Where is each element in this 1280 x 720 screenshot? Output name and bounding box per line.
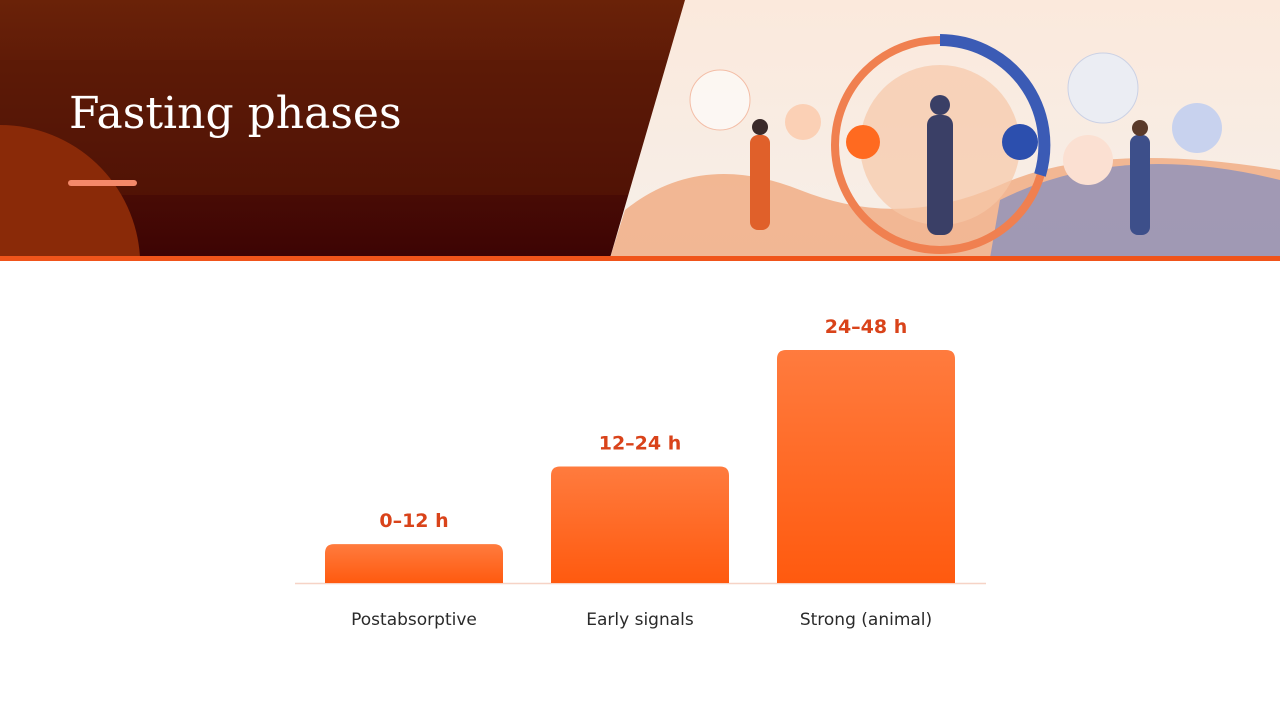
clock-arc (939, 34, 1051, 177)
figure-right-head (1132, 120, 1148, 136)
plot: 0–12 h Postabsorptive 12–24 h Early signals… (325, 316, 955, 630)
figure-left-head (752, 119, 768, 135)
cell (1067, 52, 1139, 124)
cell (689, 69, 751, 131)
title-accent (68, 180, 137, 186)
bar (325, 544, 503, 583)
bar (777, 350, 955, 583)
cell (785, 104, 821, 140)
x-tick-label: Postabsorptive (351, 610, 477, 630)
header: Fasting phases (0, 0, 1280, 261)
figure-head (930, 95, 950, 115)
header-circle (0, 124, 140, 258)
bar-label: 24–48 h (825, 316, 908, 338)
sun (846, 125, 880, 159)
bar-label: 0–12 h (379, 510, 448, 532)
figure-left (750, 135, 770, 230)
cell (1172, 103, 1222, 153)
bar (551, 466, 729, 583)
figure-right (1130, 135, 1150, 235)
header-rule (0, 256, 1280, 261)
x-tick-label: Strong (animal) (800, 610, 932, 630)
header-stripe (0, 60, 700, 195)
chart-title: Fasting phases (69, 88, 402, 139)
x-tick-label: Early signals (586, 610, 694, 630)
cell (1063, 135, 1113, 185)
figure (927, 115, 953, 235)
bar-label: 12–24 h (599, 433, 682, 455)
moon (1002, 124, 1038, 160)
